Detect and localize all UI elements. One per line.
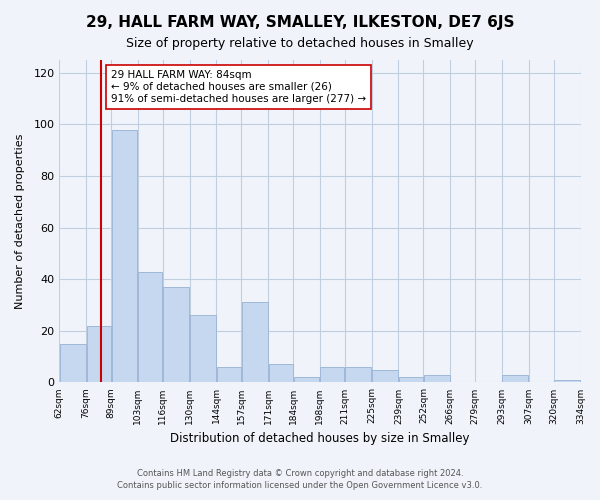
Bar [399, 378, 423, 382]
Y-axis label: Number of detached properties: Number of detached properties [15, 134, 25, 309]
X-axis label: Distribution of detached houses by size in Smalley: Distribution of detached houses by size … [170, 432, 470, 445]
Text: Size of property relative to detached houses in Smalley: Size of property relative to detached ho… [126, 38, 474, 51]
Bar [293, 378, 319, 382]
Bar [320, 367, 344, 382]
Bar [139, 272, 163, 382]
Text: 29, HALL FARM WAY, SMALLEY, ILKESTON, DE7 6JS: 29, HALL FARM WAY, SMALLEY, ILKESTON, DE… [86, 15, 514, 30]
Bar [163, 287, 189, 382]
Bar [424, 374, 450, 382]
Bar [502, 374, 528, 382]
Bar [554, 380, 580, 382]
Bar [86, 326, 110, 382]
Bar [112, 130, 137, 382]
Text: Contains HM Land Registry data © Crown copyright and database right 2024.
Contai: Contains HM Land Registry data © Crown c… [118, 468, 482, 490]
Bar [242, 302, 268, 382]
Bar [60, 344, 86, 382]
Bar [345, 367, 371, 382]
Text: 29 HALL FARM WAY: 84sqm
← 9% of detached houses are smaller (26)
91% of semi-det: 29 HALL FARM WAY: 84sqm ← 9% of detached… [111, 70, 366, 104]
Bar [190, 316, 216, 382]
Bar [372, 370, 398, 382]
Bar [217, 367, 241, 382]
Bar [269, 364, 293, 382]
